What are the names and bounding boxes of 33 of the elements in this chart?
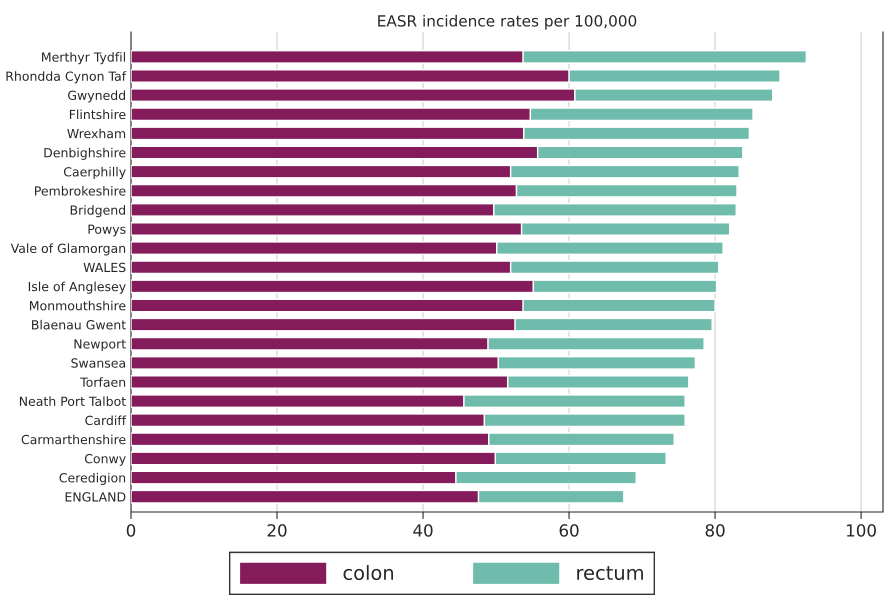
y-tick-label: Newport [74,339,126,352]
y-tick-label: Ceredigion [59,472,126,485]
y-tick-label: Wrexham [67,128,126,138]
x-tick-label: 80 [706,524,725,537]
y-tick-label: Powys [88,224,126,236]
y-tick-label: Cardiff [85,415,126,426]
y-tick-label: Flintshire [70,109,126,120]
y-tick-label: Carmarthenshire [22,434,126,444]
y-tick-label: Merthyr Tydfil [42,52,125,64]
y-tick-label: Vale of Glamorgan [10,243,126,256]
y-tick-label: Gwynedd [68,90,125,102]
x-tick-label: 20 [268,524,287,537]
y-tick-label: ENGLAND [66,492,126,502]
y-tick-label: Conwy [84,454,126,466]
y-tick-label: Pembrokeshire [35,186,126,196]
y-tick-label: Denbighshire [44,148,126,160]
x-tick-label: 0 [126,524,136,537]
y-tick-label: Bridgend [70,205,125,218]
y-tick-label: WALES [84,262,126,272]
y-tick-label: Isle of Anglesey [28,282,126,294]
y-tick-label: Rhondda Cynon Taf [6,71,126,84]
y-tick-label: Swansea [71,358,126,368]
y-tick-label: Monmouthshire [30,300,126,310]
y-tick-label: Neath Port Talbot [20,396,126,406]
legend-label: rectum [577,566,643,580]
x-tick-label: 40 [413,524,433,537]
x-tick-label: 100 [847,524,876,537]
y-tick-label: Blaenau Gwent [32,320,126,330]
y-tick-label: Caerphilly [64,166,126,179]
y-tick-label: Torfaen [80,377,126,387]
chart-title: EASR incidence rates per 100,000 [378,14,636,30]
legend-label: colon [344,565,394,580]
x-tick-label: 60 [560,524,579,537]
